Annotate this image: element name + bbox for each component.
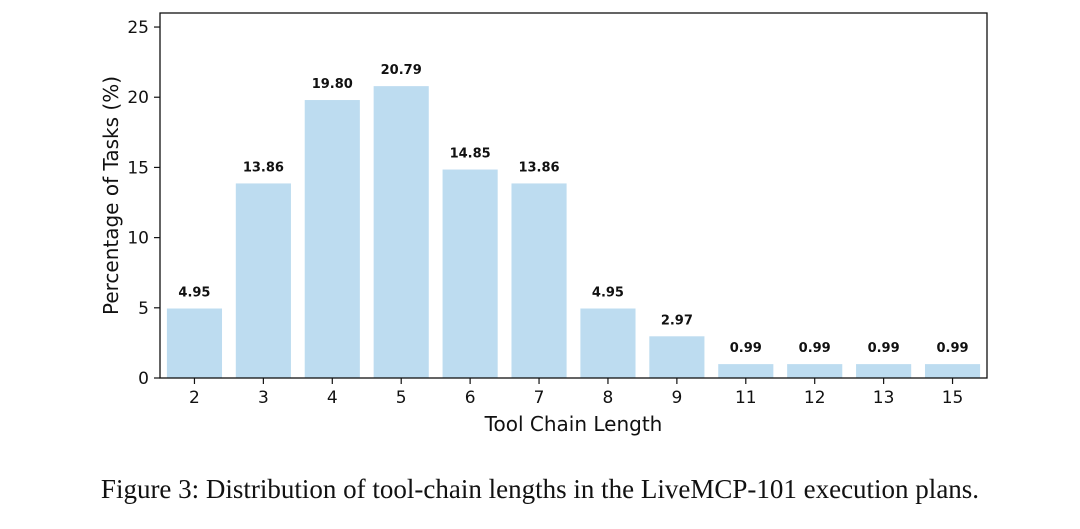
axes: 2 3 4 5 6 7 8 9 11 12 13 15 0 5 10 15 20 25: [127, 12, 988, 408]
data-label-13: 0.99: [868, 341, 900, 356]
x-tick-label-11: 11: [735, 388, 757, 408]
bar-7: [511, 183, 567, 378]
plot-frame: [159, 12, 988, 379]
x-tick-label-3: 3: [258, 388, 269, 408]
bar-4: [304, 100, 360, 379]
figure-caption: Figure 3: Distribution of tool-chain len…: [100, 474, 980, 504]
y-tick-label-5: 5: [138, 299, 149, 319]
x-tick-label-15: 15: [942, 388, 964, 408]
data-label-7: 13.86: [518, 160, 559, 175]
x-tick-label-5: 5: [396, 388, 407, 408]
x-axis-title: Tool Chain Length: [484, 412, 663, 436]
data-label-9: 2.97: [661, 313, 693, 328]
bars: [166, 86, 981, 379]
data-label-15: 0.99: [937, 341, 969, 356]
chart-svg: 4.95 13.86 19.80 20.79 14.85 13.86 4.95 2.97 0.9…: [99, 12, 988, 436]
bar-9: [649, 336, 705, 378]
data-label-8: 4.95: [592, 286, 624, 301]
x-tick-label-13: 13: [873, 388, 895, 408]
bar-6: [442, 169, 498, 378]
bar-11: [718, 364, 774, 378]
data-labels: 4.95 13.86 19.80 20.79 14.85 13.86 4.95 2.97 0.9…: [178, 63, 968, 356]
y-tick-label-25: 25: [127, 18, 149, 38]
bar-3: [235, 183, 291, 378]
bar-chart: 4.95 13.86 19.80 20.79 14.85 13.86 4.95 2.97 0.9…: [99, 12, 988, 436]
x-tick-label-4: 4: [327, 388, 338, 408]
y-tick-label-20: 20: [127, 88, 149, 108]
bar-5: [373, 86, 429, 378]
data-label-2: 4.95: [178, 286, 210, 301]
y-tick-label-0: 0: [138, 369, 149, 389]
bar-2: [166, 308, 223, 378]
bar-8: [580, 308, 636, 378]
data-label-5: 20.79: [381, 63, 422, 78]
x-tick-label-9: 9: [671, 388, 682, 408]
y-tick-label-15: 15: [127, 158, 149, 178]
bar-15: [924, 364, 981, 378]
data-label-3: 13.86: [243, 160, 284, 175]
x-tick-label-12: 12: [804, 388, 826, 408]
x-tick-label-6: 6: [465, 388, 476, 408]
data-label-6: 14.85: [450, 147, 491, 162]
data-label-12: 0.99: [799, 341, 831, 356]
bar-12: [787, 364, 843, 378]
bar-13: [856, 364, 912, 378]
y-axis-title: Percentage of Tasks (%): [99, 76, 123, 315]
x-tick-label-2: 2: [189, 388, 200, 408]
data-label-11: 0.99: [730, 341, 762, 356]
x-tick-label-7: 7: [534, 388, 545, 408]
data-label-4: 19.80: [312, 77, 353, 92]
y-tick-label-10: 10: [127, 229, 149, 249]
x-tick-label-8: 8: [603, 388, 614, 408]
